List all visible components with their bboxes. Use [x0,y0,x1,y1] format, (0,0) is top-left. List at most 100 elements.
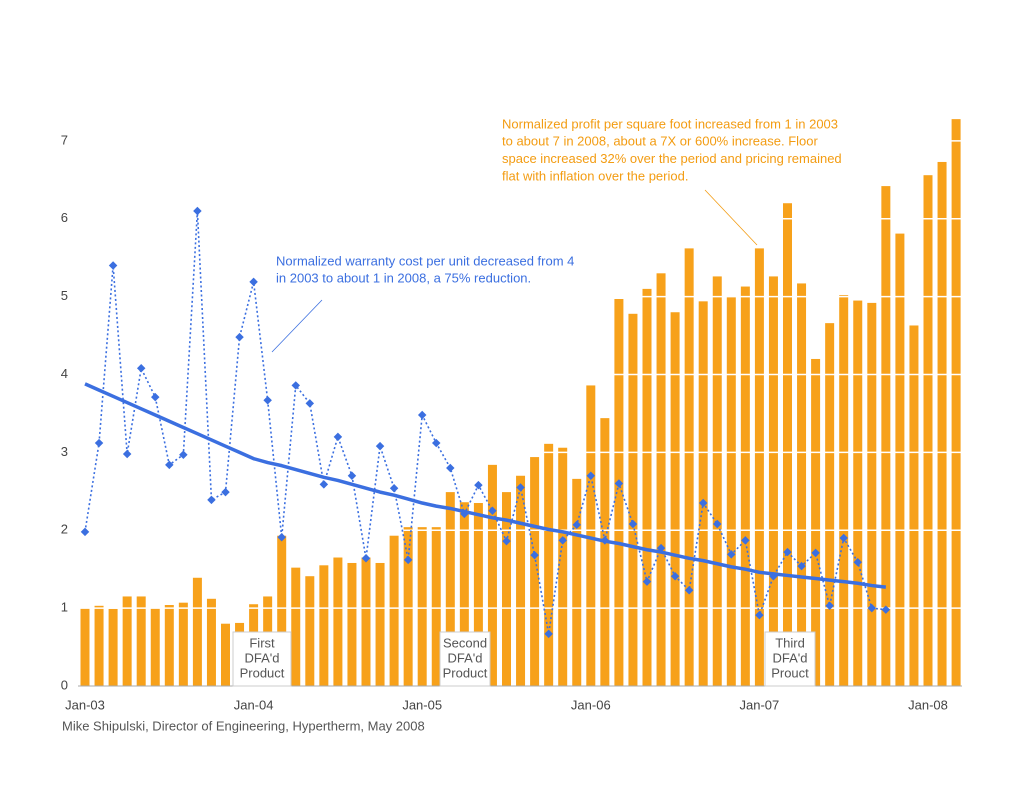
x-tick-label: Jan-08 [908,697,948,712]
warranty-marker [839,533,848,543]
bar [572,478,582,686]
warranty-marker [544,629,553,639]
product-label: DFA'd [773,650,808,665]
bar [122,596,132,686]
bar [951,119,961,686]
bar [839,295,849,686]
bar [389,535,399,686]
product-box [764,631,816,687]
warranty-marker [403,555,413,565]
y-tick-label: 4 [61,366,68,381]
bar [558,447,568,686]
product-label: First [249,635,275,650]
product-label: Prouct [771,665,809,680]
warranty-marker [867,603,877,613]
bar [192,577,202,686]
bar [459,502,469,686]
warranty-marker [417,410,427,420]
bar [628,313,638,686]
bar [712,276,722,686]
bar [614,299,624,686]
y-tick-label: 3 [61,444,68,459]
bar [642,288,652,686]
bar [178,602,188,686]
x-tick-label: Jan-03 [65,697,105,712]
warranty-marker [628,519,638,529]
warranty-marker [80,527,90,537]
annotation-text: space increased 32% over the period and … [502,151,842,166]
warranty-marker [811,548,820,558]
y-tick-label: 1 [61,600,68,615]
bar [333,557,343,686]
y-tick-label: 2 [61,522,68,537]
bar [445,492,455,686]
warranty-marker [136,364,146,373]
warranty-marker [755,610,764,620]
bar [825,323,835,686]
bar [516,475,526,686]
bar [319,565,329,686]
warranty-marker [319,480,329,489]
bar [698,301,708,686]
bar [909,325,919,686]
bar [811,358,821,686]
bar [277,535,287,686]
warranty-marker [221,487,230,497]
bar [881,186,891,686]
bar [768,276,778,686]
annotation-text: to about 7 in 2008, about a 7X or 600% i… [502,134,818,149]
callout-line [271,299,323,353]
warranty-marker [333,432,343,442]
bar [108,608,118,686]
bar [150,608,160,686]
warranty-marker [446,463,455,473]
bar [136,596,146,686]
warranty-marker [122,449,132,459]
trend-line [84,382,887,589]
bar [783,203,792,686]
bar [530,457,540,686]
warranty-marker [108,261,118,270]
warranty-marker [741,536,750,545]
warranty-marker [432,438,441,448]
bar [473,503,483,686]
warranty-marker [361,554,371,563]
bar [347,562,357,686]
bar [923,175,933,686]
bar [754,248,764,686]
y-tick-label: 5 [61,288,68,303]
bar [305,576,315,686]
product-label: Product [443,665,488,680]
warranty-marker [291,381,300,390]
warranty-marker [277,533,286,542]
bar [375,562,385,686]
warranty-marker [783,547,792,557]
bar [726,296,736,686]
warranty-marker [347,471,357,481]
callout-line [704,189,758,246]
product-label: Third [775,635,805,650]
bar [403,527,413,686]
warranty-marker [853,557,862,567]
annotation-text: flat with inflation over the period. [502,168,688,183]
warranty-marker [713,519,722,529]
warranty-marker [572,520,581,530]
warranty-marker [94,438,104,448]
warranty-marker [165,460,174,470]
warranty-marker [249,277,258,287]
bar [502,492,511,686]
warranty-marker [502,536,511,546]
warranty-marker [207,495,216,505]
warranty-marker [488,506,497,516]
bar [684,248,694,686]
bar [544,443,554,686]
bar [867,302,877,686]
warranty-line [84,210,886,634]
bar [417,527,427,686]
bar [937,161,947,686]
warranty-marker [727,550,736,559]
warranty-marker [797,561,806,571]
warranty-marker [614,479,624,488]
warranty-marker [375,441,385,451]
